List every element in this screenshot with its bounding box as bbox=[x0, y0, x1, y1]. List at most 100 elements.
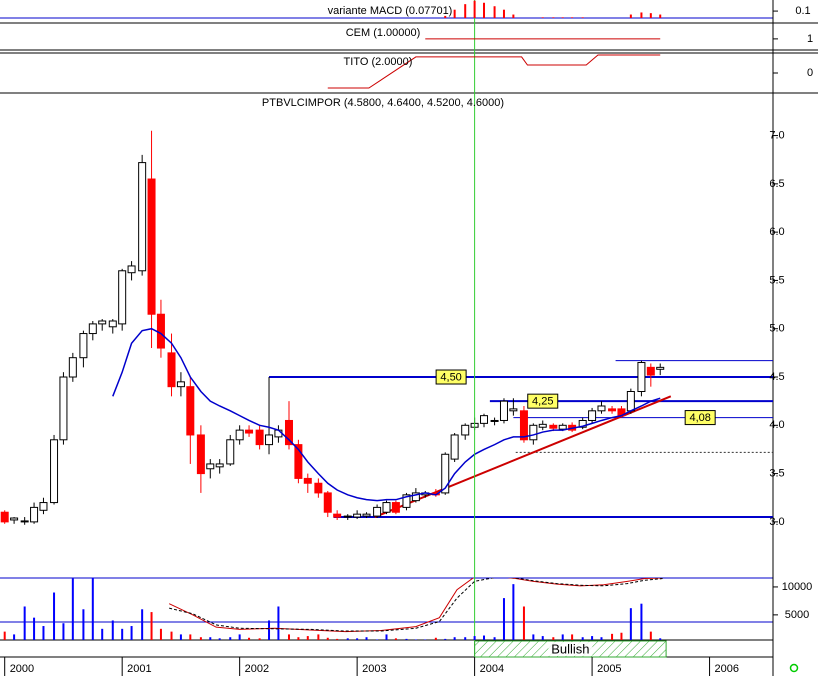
candle-body bbox=[411, 492, 420, 502]
bar bbox=[649, 13, 652, 18]
bar bbox=[150, 612, 153, 640]
bar bbox=[159, 628, 162, 640]
annotation-label: Bullish bbox=[551, 641, 589, 656]
bar bbox=[493, 637, 496, 640]
candle-body bbox=[176, 381, 185, 388]
bar bbox=[502, 9, 505, 18]
bar bbox=[434, 637, 437, 640]
bar bbox=[522, 606, 525, 640]
bar bbox=[33, 617, 36, 640]
bar bbox=[199, 637, 202, 640]
bar bbox=[394, 638, 397, 640]
bar bbox=[277, 606, 280, 640]
candle-body bbox=[314, 482, 323, 494]
bar bbox=[326, 637, 329, 640]
annotation-label-bg bbox=[548, 642, 593, 656]
x-tick-label: 2000 bbox=[10, 663, 34, 675]
panel bbox=[3, 578, 663, 640]
candle-body bbox=[39, 502, 48, 511]
candle-body bbox=[68, 357, 77, 378]
bar bbox=[3, 631, 6, 640]
candle-body bbox=[156, 313, 165, 349]
bar bbox=[424, 639, 427, 640]
bar bbox=[591, 636, 594, 640]
bar bbox=[62, 623, 65, 640]
bar bbox=[385, 634, 388, 640]
bar bbox=[473, 636, 476, 640]
panel-title: variante MACD (0.07701) bbox=[328, 5, 453, 17]
y-tick-label: 7.0 bbox=[769, 129, 784, 141]
bar bbox=[111, 620, 114, 640]
bar bbox=[561, 17, 564, 18]
y-tick-label: 10000 bbox=[782, 581, 813, 593]
bar bbox=[268, 620, 271, 640]
bar bbox=[53, 592, 56, 640]
panel-title: PTBVLCIMPOR (4.5800, 4.6400, 4.5200, 4.6… bbox=[262, 97, 504, 109]
bar bbox=[101, 628, 104, 640]
y-tick-label: 6.0 bbox=[769, 226, 784, 238]
bar bbox=[629, 608, 632, 640]
bar bbox=[189, 634, 192, 640]
y-tick-label: 5.0 bbox=[769, 323, 784, 335]
candle-body bbox=[59, 376, 68, 441]
bar bbox=[306, 636, 309, 640]
y-tick-label: 0 bbox=[807, 67, 813, 79]
y-tick-label: 3.5 bbox=[769, 467, 784, 479]
bar bbox=[649, 631, 652, 640]
status-icon bbox=[789, 663, 799, 673]
candle-body bbox=[98, 320, 107, 325]
bar bbox=[464, 637, 467, 640]
bar bbox=[561, 634, 564, 640]
bar bbox=[473, 0, 476, 18]
bar bbox=[317, 634, 320, 640]
candle-body bbox=[480, 415, 489, 424]
candle-body bbox=[265, 434, 274, 446]
candle-body bbox=[597, 405, 606, 412]
candle-body bbox=[529, 424, 538, 441]
bar bbox=[600, 637, 603, 640]
candle-body bbox=[108, 320, 117, 328]
bar bbox=[405, 638, 408, 640]
candle-body bbox=[323, 492, 332, 513]
bar bbox=[356, 638, 359, 640]
candle-body bbox=[215, 463, 224, 468]
bar bbox=[141, 609, 144, 640]
candle-body bbox=[284, 419, 293, 446]
x-tick-label: 2005 bbox=[597, 663, 621, 675]
candle-body bbox=[353, 513, 362, 518]
bar bbox=[640, 12, 643, 18]
bar bbox=[541, 17, 544, 18]
bar bbox=[629, 14, 632, 18]
moving-average bbox=[112, 327, 661, 502]
bar bbox=[42, 626, 45, 640]
bar bbox=[346, 638, 349, 640]
candle-body bbox=[626, 390, 635, 412]
panel bbox=[327, 54, 661, 89]
bar bbox=[336, 638, 339, 640]
bar bbox=[611, 633, 614, 640]
candle-body bbox=[373, 506, 382, 517]
candle-body bbox=[79, 333, 88, 359]
x-tick-label: 2002 bbox=[245, 663, 269, 675]
x-tick-label: 2004 bbox=[480, 663, 504, 675]
candle-body bbox=[402, 494, 411, 508]
candle-body bbox=[608, 408, 617, 412]
candle-body bbox=[226, 439, 235, 465]
candle-body bbox=[196, 434, 205, 475]
bar bbox=[659, 638, 662, 640]
bar bbox=[376, 639, 379, 640]
y-tick-label: 6.5 bbox=[769, 178, 784, 190]
bar bbox=[218, 638, 221, 640]
bar bbox=[552, 637, 555, 640]
candle-body bbox=[206, 463, 215, 470]
bar bbox=[512, 14, 515, 18]
candle-body bbox=[382, 502, 391, 513]
x-tick-label: 2003 bbox=[362, 663, 386, 675]
candle-body bbox=[362, 513, 371, 517]
candle-body bbox=[558, 424, 567, 430]
indicator-line bbox=[327, 54, 661, 89]
bar bbox=[453, 637, 456, 640]
bar bbox=[258, 638, 261, 640]
bar bbox=[130, 626, 133, 640]
candle-body bbox=[88, 323, 97, 335]
